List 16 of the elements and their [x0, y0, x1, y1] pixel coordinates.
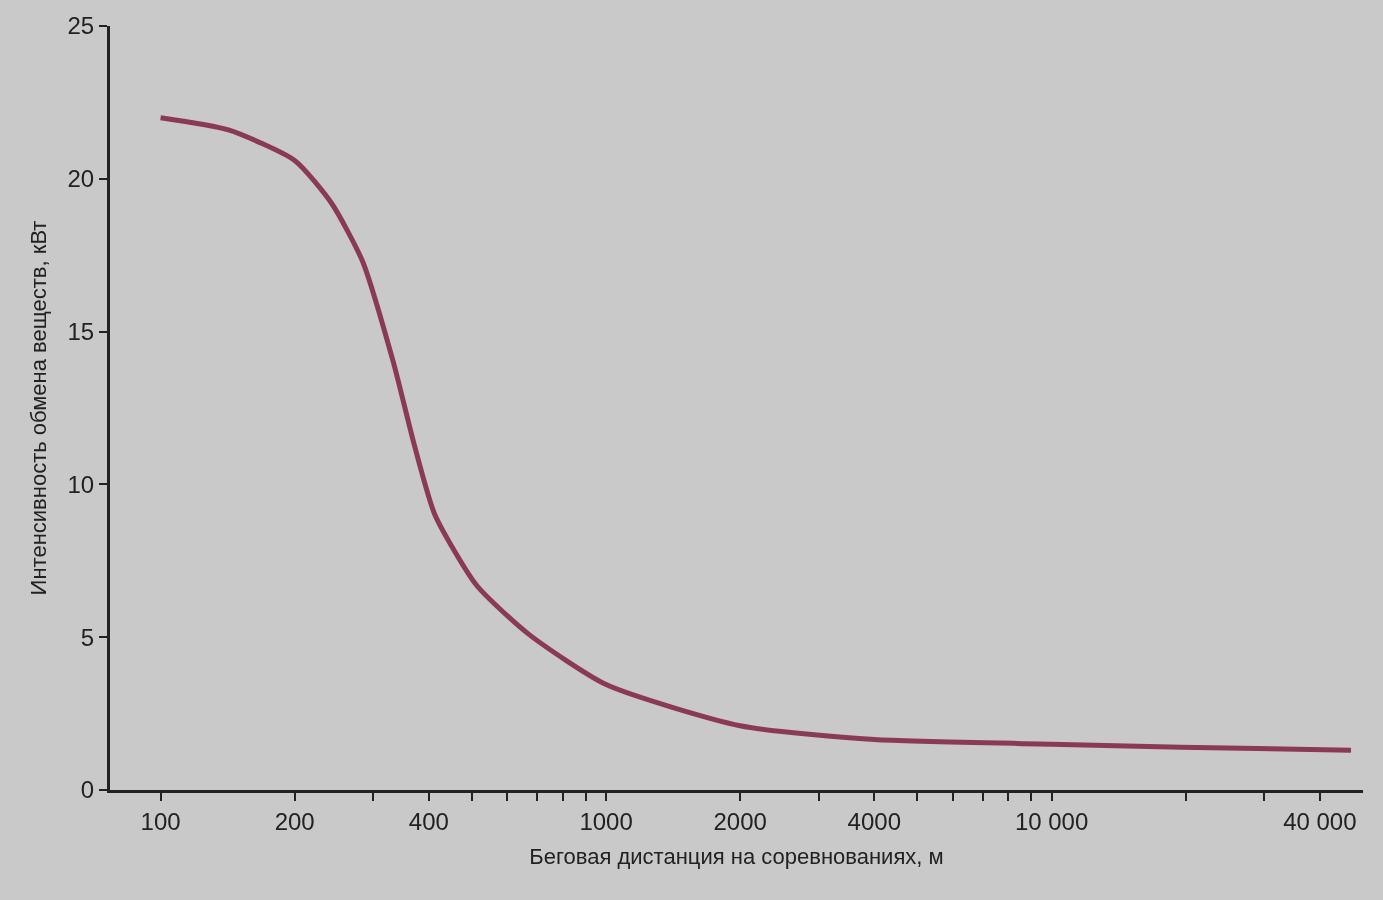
- y-axis-title: Интенсивность обмена веществ, кВт: [26, 220, 52, 596]
- x-tick-label: 200: [274, 807, 315, 835]
- y-tick-label: 15: [67, 318, 95, 345]
- x-tick-label: 400: [408, 807, 449, 835]
- y-tick-label: 10: [67, 470, 95, 498]
- y-tick-label: 5: [80, 623, 95, 651]
- x-tick-label: 100: [140, 807, 181, 835]
- x-tick-label: 40 000: [1283, 807, 1357, 835]
- x-tick-label: 1000: [579, 807, 633, 835]
- y-tick-label: 20: [67, 165, 95, 193]
- x-tick-label: 10 000: [1014, 807, 1089, 835]
- x-tick-label: 4000: [847, 807, 902, 835]
- y-tick-label: 0: [80, 776, 95, 804]
- x-axis-title: Беговая дистанция на соревнованиях, м: [529, 843, 944, 869]
- x-tick-label: 2000: [713, 807, 767, 835]
- y-tick-label: 25: [67, 12, 95, 40]
